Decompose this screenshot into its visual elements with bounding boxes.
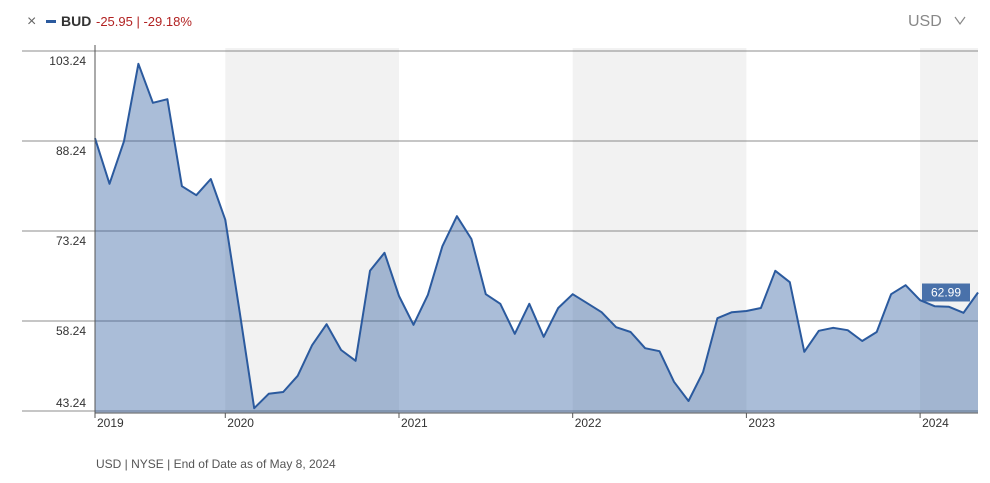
last-value-label: 62.99 [931, 286, 961, 300]
area [95, 63, 978, 414]
y-tick-label: 43.24 [56, 396, 86, 410]
year-band [225, 48, 399, 413]
line [94, 62, 979, 410]
x-tick-label: 2022 [575, 416, 602, 430]
x-tick-label: 2019 [97, 416, 124, 430]
last-value-flag [922, 283, 970, 302]
x-tick-label: 2020 [227, 416, 254, 430]
change: -25.95 | -29.18% [96, 14, 192, 29]
y-tick-label: 88.24 [56, 144, 86, 158]
y-tick-label: 58.24 [56, 324, 86, 338]
currency-select[interactable]: USD [908, 13, 942, 30]
header: × BUD -25.95 | -29.18% USD [27, 13, 966, 30]
close-icon[interactable]: × [27, 13, 36, 30]
ticker: BUD [61, 13, 91, 29]
y-tick-label: 73.24 [56, 234, 86, 248]
footnote: USD | NYSE | End of Date as of May 8, 20… [96, 457, 336, 471]
year-band [920, 48, 978, 413]
x-tick-label: 2021 [401, 416, 428, 430]
series-swatch [46, 20, 56, 23]
x-tick-label: 2023 [748, 416, 775, 430]
y-tick-label: 103.24 [49, 54, 86, 68]
x-tick-label: 2024 [922, 416, 949, 430]
dropdown-arrow[interactable] [954, 16, 966, 26]
